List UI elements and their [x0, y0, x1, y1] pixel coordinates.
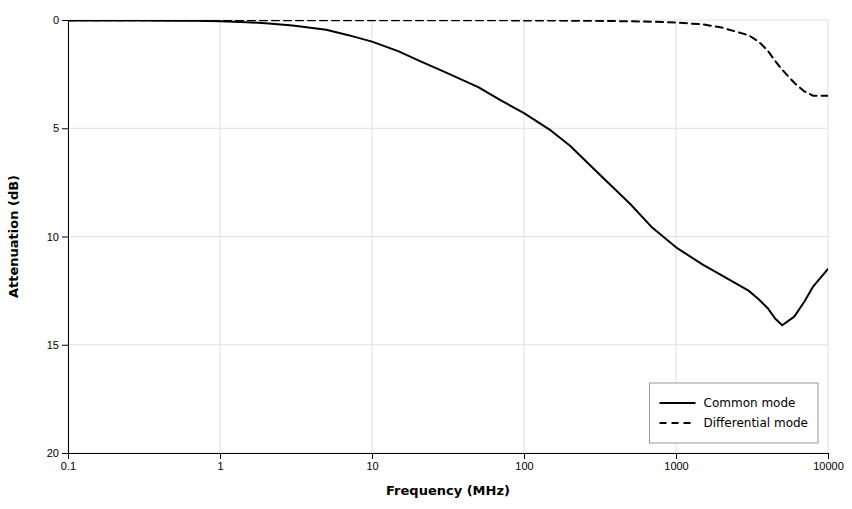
- tick: 10: [366, 453, 378, 472]
- tick: 10000: [813, 453, 844, 472]
- tick-mark: [62, 237, 68, 238]
- tick-label: 0: [53, 14, 59, 26]
- x-axis-title: Frequency (MHz): [386, 483, 510, 498]
- axis-domain: [69, 454, 829, 460]
- tick-label: 5: [53, 122, 59, 134]
- y-axis: 0 5 10 15 20: [47, 14, 69, 459]
- tick-label: 20: [47, 447, 59, 459]
- x-axis: 0.1 1 10 100 1000 10000: [61, 453, 844, 472]
- tick-label: 1: [217, 460, 223, 472]
- tick-label: 10: [366, 460, 378, 472]
- legend-swatch: [660, 402, 696, 404]
- legend-label: Differential mode: [704, 416, 808, 430]
- tick: 10: [47, 231, 68, 243]
- tick-mark: [828, 453, 829, 459]
- tick-mark: [62, 453, 68, 454]
- tick-mark: [62, 20, 68, 21]
- tick-label: 15: [47, 339, 59, 351]
- series-line: [68, 20, 828, 325]
- tick-mark: [372, 453, 373, 459]
- tick-label: 10: [47, 231, 59, 243]
- tick-label: 1000: [664, 460, 688, 472]
- chart: 0.1 1 10 100 1000 10000 0 5 10 15 20 Common mode Dif…: [0, 0, 852, 509]
- tick-mark: [676, 453, 677, 459]
- tick: 100: [515, 453, 533, 472]
- series-line: [68, 20, 828, 96]
- legend: Common mode Differential mode: [650, 383, 818, 443]
- tick-label: 0.1: [61, 460, 76, 472]
- legend-item: Differential mode: [660, 416, 808, 430]
- tick-label: 10000: [813, 460, 844, 472]
- y-axis-title: Attenuation (dB): [6, 175, 21, 298]
- tick: 1: [217, 453, 223, 472]
- tick-mark: [524, 453, 525, 459]
- tick: 20: [47, 447, 68, 459]
- tick-mark: [62, 345, 68, 346]
- tick-mark: [62, 128, 68, 129]
- tick-mark: [220, 453, 221, 459]
- tick: 0.1: [61, 453, 76, 472]
- grid: [68, 20, 828, 453]
- grid-line-y: [68, 344, 828, 345]
- tick: 15: [47, 339, 68, 351]
- tick: 1000: [664, 453, 688, 472]
- legend-label: Common mode: [704, 396, 796, 410]
- tick: 0: [53, 14, 68, 26]
- series-group: [68, 20, 828, 325]
- grid-line-y: [68, 128, 828, 129]
- axis-domain: [62, 21, 69, 454]
- tick: 5: [53, 122, 68, 134]
- legend-item: Common mode: [660, 396, 796, 410]
- grid-line-y: [68, 236, 828, 237]
- tick-label: 100: [515, 460, 533, 472]
- plot: 0.1 1 10 100 1000 10000 0 5 10 15 20 Common mode Dif…: [47, 14, 844, 472]
- legend-swatch: [660, 422, 696, 424]
- legend-box: [650, 383, 818, 443]
